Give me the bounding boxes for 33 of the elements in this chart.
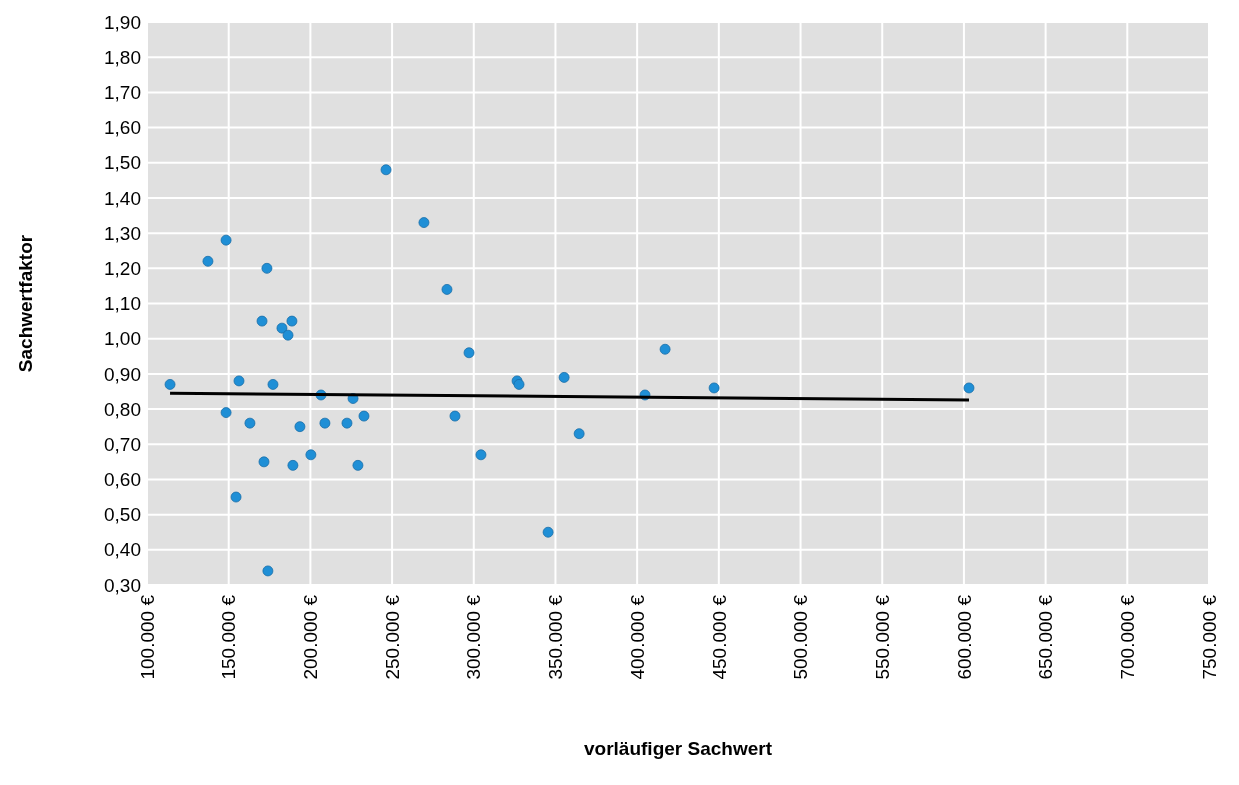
x-tick-label: 350.000 €	[545, 594, 567, 680]
y-tick-label: 1,00	[104, 328, 141, 350]
y-tick-label: 0,40	[104, 539, 141, 561]
x-tick-label: 550.000 €	[871, 594, 893, 680]
x-tick-label: 100.000 €	[136, 594, 158, 680]
x-tick-label: 300.000 €	[463, 594, 485, 680]
x-tick-label: 450.000 €	[708, 594, 730, 680]
y-tick-label: 0,80	[104, 398, 141, 420]
x-tick-label: 400.000 €	[626, 594, 648, 680]
x-tick-label: 250.000 €	[381, 594, 403, 680]
y-tick-label: 1,40	[104, 187, 141, 209]
y-tick-label: 1,10	[104, 293, 141, 315]
y-tick-label: 1,20	[104, 257, 141, 279]
y-tick-label: 0,70	[104, 433, 141, 455]
y-tick-label: 1,60	[104, 117, 141, 139]
y-tick-label: 0,90	[104, 363, 141, 385]
y-tick-label: 0,50	[104, 504, 141, 526]
x-tick-label: 150.000 €	[218, 594, 240, 680]
y-tick-label: 0,30	[104, 574, 141, 596]
y-tick-label: 0,60	[104, 469, 141, 491]
y-tick-label: 1,70	[104, 82, 141, 104]
x-tick-label: 600.000 €	[953, 594, 975, 680]
x-tick-label: 650.000 €	[1035, 594, 1057, 680]
x-tick-label: 750.000 €	[1198, 594, 1220, 680]
y-tick-label: 1,30	[104, 222, 141, 244]
y-tick-label: 1,50	[104, 152, 141, 174]
x-tick-label: 700.000 €	[1116, 594, 1138, 680]
y-tick-label: 1,80	[104, 46, 141, 68]
y-tick-label: 1,90	[104, 11, 141, 33]
x-tick-label: 500.000 €	[790, 594, 812, 680]
x-axis-title: vorläufiger Sachwert	[584, 738, 773, 759]
y-axis-title: Sachwertfaktor	[15, 234, 36, 373]
x-tick-label: 200.000 €	[300, 594, 322, 680]
